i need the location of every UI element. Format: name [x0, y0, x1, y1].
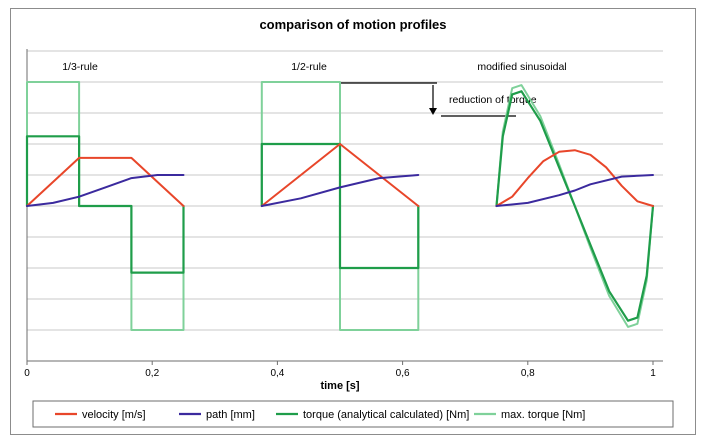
series-torque-segment-0 [25, 135, 185, 274]
annotation-torque-reduction: reduction of torque [449, 94, 537, 106]
x-tick-label-3: 0,6 [396, 368, 410, 379]
chart-frame: comparison of motion profiles 0 0,2 0,4 0,6… [10, 8, 696, 435]
series-velocity-segment-1 [260, 143, 420, 207]
x-tick-label-1: 0,2 [145, 368, 159, 379]
x-tick-label-4: 0,8 [521, 368, 535, 379]
series-velocity-segment-0 [26, 156, 185, 207]
series-path-segment-1 [260, 174, 420, 207]
series-path-segment-0 [26, 174, 185, 207]
torque-reduction-marker [341, 82, 516, 117]
x-tick-label-2: 0,4 [270, 368, 284, 379]
chart-title: comparison of motion profiles [259, 17, 446, 32]
series-layer [25, 81, 655, 331]
x-axis-label: time [s] [320, 380, 359, 392]
x-tick-label-5: 1 [650, 368, 656, 379]
series-torque-segment-1 [260, 142, 420, 270]
x-ticks: 0 0,2 0,4 0,6 0,8 1 [24, 361, 656, 379]
series-path [26, 174, 654, 207]
series-velocity [26, 143, 654, 207]
legend-label-torque: torque (analytical calculated) [Nm] [303, 409, 469, 421]
legend: velocity [m/s] path [mm] torque (analytica… [32, 400, 674, 428]
annotation-rule3: modified sinusoidal [477, 61, 566, 73]
series-torque [25, 90, 655, 322]
motion-profile-chart: comparison of motion profiles 0 0,2 0,4 0,6… [24, 17, 674, 428]
series-velocity-segment-2 [495, 149, 654, 207]
legend-label-path: path [mm] [206, 409, 255, 421]
legend-label-velocity: velocity [m/s] [82, 409, 146, 421]
annotation-rule2: 1/2-rule [291, 61, 327, 73]
series-torque-segment-2 [495, 90, 655, 322]
series-path-segment-2 [495, 174, 654, 207]
legend-box [32, 400, 674, 428]
x-tick-label-0: 0 [24, 368, 30, 379]
legend-label-max-torque: max. torque [Nm] [501, 409, 585, 421]
annotation-rule1: 1/3-rule [62, 61, 98, 73]
